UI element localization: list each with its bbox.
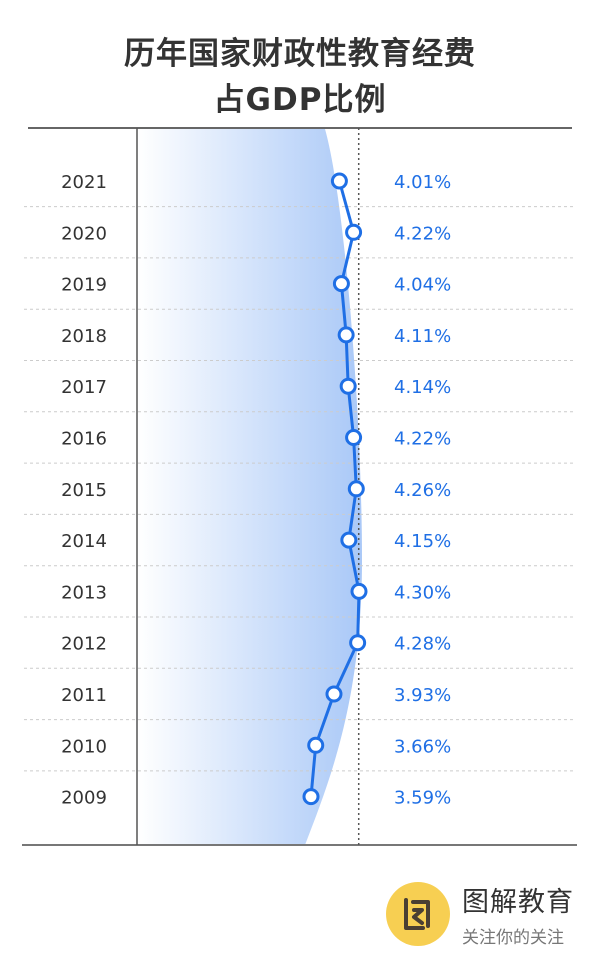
data-point (307, 736, 325, 754)
data-point (332, 275, 350, 293)
chart-title-line2: 占GDP比例 (213, 82, 387, 118)
value-label: 3.59% (394, 788, 451, 809)
year-label: 2009 (61, 788, 107, 809)
data-point (330, 172, 348, 190)
data-point (347, 480, 365, 498)
value-label: 3.66% (394, 736, 451, 757)
data-point (339, 377, 357, 395)
value-label: 4.28% (394, 634, 451, 655)
year-label: 2019 (61, 275, 107, 296)
year-label: 2014 (61, 531, 107, 552)
year-label: 2016 (61, 429, 107, 450)
value-label: 4.22% (394, 429, 451, 450)
data-point (349, 634, 367, 652)
data-point (302, 788, 320, 806)
data-point (345, 429, 363, 446)
brand-logo-icon (386, 882, 450, 946)
area-fill (138, 129, 362, 845)
year-label: 2021 (61, 172, 107, 193)
year-label: 2015 (61, 480, 107, 501)
value-label: 4.26% (394, 480, 451, 501)
value-label: 4.15% (394, 531, 451, 552)
data-point (345, 223, 363, 241)
brand-name: 图解教育 (462, 887, 574, 918)
data-point (340, 531, 358, 549)
value-label: 4.04% (394, 275, 451, 296)
value-label: 3.93% (394, 685, 451, 706)
brand: 图解教育 关注你的关注 (386, 880, 574, 948)
year-label: 2020 (61, 223, 107, 244)
value-label: 4.22% (394, 223, 451, 244)
year-label: 2012 (61, 634, 107, 655)
value-label: 4.01% (394, 172, 451, 193)
year-label: 2010 (61, 736, 107, 757)
year-label: 2013 (61, 582, 107, 603)
value-label: 4.14% (394, 377, 451, 398)
chart-title-line1: 历年国家财政性教育经费 (124, 36, 476, 72)
brand-slogan: 关注你的关注 (462, 928, 564, 948)
year-label: 2017 (61, 377, 107, 398)
data-point (325, 685, 343, 703)
data-point (350, 582, 368, 600)
data-point (337, 326, 355, 344)
value-label: 4.11% (394, 326, 451, 347)
year-label: 2018 (61, 326, 107, 347)
year-label: 2011 (61, 685, 107, 706)
value-label: 4.30% (394, 582, 451, 603)
